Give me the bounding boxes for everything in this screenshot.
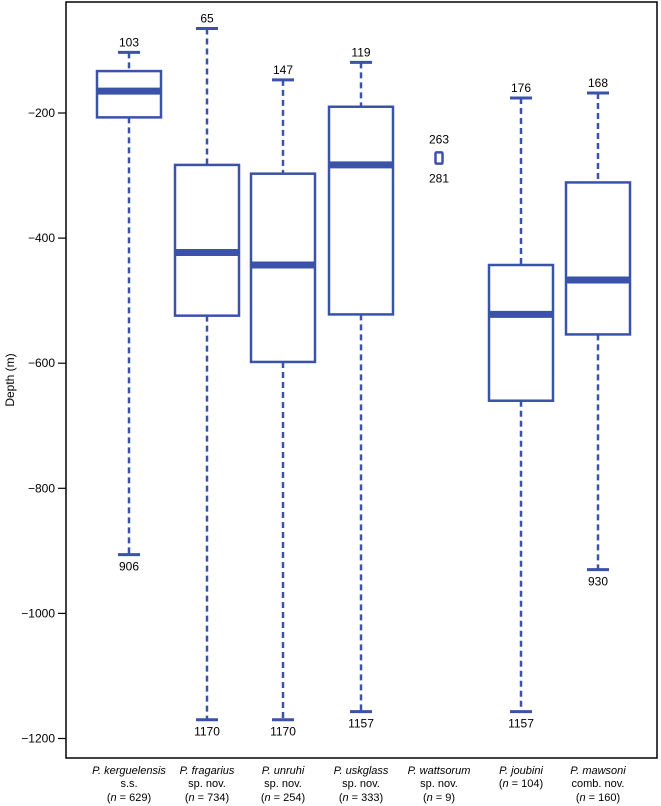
whisker-bottom-label: 1157 (348, 717, 374, 731)
box-group: 147 1170 (249, 63, 317, 739)
y-axis-label: Depth (m) (3, 353, 17, 406)
x-category-label: P. joubini(n = 104) (499, 765, 544, 790)
whisker-top-label: 263 (429, 132, 449, 146)
species-name: P. joubini (499, 765, 543, 777)
y-tick-label: −400 (28, 231, 55, 245)
y-tick-label: −800 (28, 481, 55, 495)
box-group: 65 1170 (173, 12, 241, 739)
species-status: comb. nov. (572, 778, 625, 790)
species-status: s.s. (120, 778, 137, 790)
whisker-top-label: 168 (588, 76, 608, 90)
whisker-top-label: 147 (273, 63, 293, 77)
box (173, 163, 241, 317)
species-name: P. fragarius (180, 765, 235, 777)
box-group: 119 1157 (327, 45, 395, 731)
whisker-top-label: 103 (119, 35, 139, 49)
whisker-bottom-label: 1170 (194, 725, 220, 739)
whisker-top-label: 119 (351, 45, 370, 59)
box (564, 181, 632, 336)
species-name: P. mawsoni (570, 765, 626, 777)
y-tick-label: −200 (28, 106, 55, 120)
box-series: 1039066511701471170119115726328117611571… (95, 12, 632, 739)
sample-size: (n = 734) (185, 792, 229, 804)
sample-size: (n = 254) (261, 792, 305, 804)
whisker-bottom-label: 1157 (508, 717, 534, 731)
y-tick-label: −600 (28, 356, 55, 370)
box (487, 263, 555, 402)
sample-size: (n = 104) (499, 778, 543, 790)
sample-size: (n = 629) (107, 792, 151, 804)
y-axis: −200 −400 −600 −800 −1000 −1200 (21, 106, 66, 746)
sample-size: (n = 9) (423, 792, 455, 804)
species-name: P. unruhi (262, 765, 305, 777)
species-status: sp. nov. (420, 778, 458, 790)
whisker-bottom-label: 1170 (270, 725, 296, 739)
box-group: 103 906 (95, 35, 163, 574)
species-name: P. wattsorum (408, 765, 471, 777)
box-group: 263 281 (429, 132, 449, 185)
species-name: P. uskglass (334, 765, 389, 777)
box-group: 168 930 (564, 76, 632, 589)
box (327, 105, 395, 316)
species-status: sp. nov. (188, 778, 226, 790)
y-tick-label: −1000 (21, 606, 55, 620)
box (434, 151, 444, 165)
whisker-bottom-label: 281 (429, 172, 449, 186)
y-tick-label: −1200 (21, 732, 55, 746)
species-status: sp. nov. (342, 778, 380, 790)
whisker-top-label: 65 (200, 12, 214, 26)
whisker-bottom-label: 906 (119, 560, 139, 574)
plot-frame (65, 1, 658, 759)
species-status: sp. nov. (264, 778, 302, 790)
box-group: 176 1157 (487, 81, 555, 731)
sample-size: (n = 333) (339, 792, 383, 804)
species-name: P. kerguelensis (92, 765, 166, 777)
sample-size: (n = 160) (576, 792, 620, 804)
whisker-bottom-label: 930 (588, 575, 608, 589)
whisker-top-label: 176 (511, 81, 531, 95)
